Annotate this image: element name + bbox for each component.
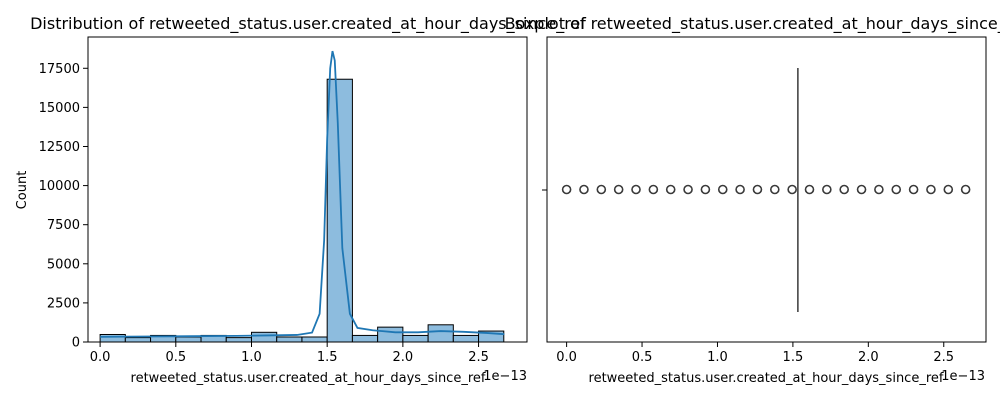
y-tick-label: 2500 — [47, 296, 80, 311]
kde-curve — [100, 50, 505, 338]
boxplot-x-label: retweeted_status.user.created_at_hour_da… — [589, 371, 944, 386]
outlier-point — [648, 184, 659, 195]
outlier-point — [631, 184, 641, 195]
x-tick-label: 2.0 — [393, 350, 414, 365]
x-tick-label: 0.5 — [165, 350, 186, 365]
boxplot-panel: Boxplot of retweeted_status.user.created… — [505, 14, 1000, 386]
y-tick-label: 7500 — [47, 218, 80, 233]
x-tick-label: 0.0 — [90, 350, 111, 365]
outlier-point — [717, 184, 728, 195]
outlier-point — [908, 184, 919, 195]
histogram-bar — [402, 334, 429, 343]
histogram-bar — [225, 337, 252, 343]
x-tick-label: 1.0 — [707, 350, 728, 365]
histogram-bar — [124, 337, 152, 343]
outlier-point — [683, 184, 693, 195]
x-tick-label: 0.5 — [632, 350, 653, 365]
y-tick-label: 17500 — [39, 62, 80, 77]
outlier-point — [874, 184, 884, 195]
histogram-title: Distribution of retweeted_status.user.cr… — [30, 14, 586, 34]
histogram-bar — [377, 326, 404, 343]
boxplot-x-ticks: 0.0 0.5 1.0 1.5 2.0 2.5 — [556, 342, 954, 365]
histogram-bar — [452, 334, 480, 343]
x-tick-label: 2.0 — [858, 350, 879, 365]
histogram-y-ticks: 0 2500 5000 7500 10000 12500 15000 17500 — [39, 62, 88, 351]
outlier-point — [943, 184, 954, 195]
y-tick-label: 10000 — [39, 179, 80, 194]
x-tick-label: 0.0 — [556, 350, 577, 365]
histogram-bar — [301, 336, 328, 343]
x-tick-label: 1.0 — [241, 350, 262, 365]
outlier-point — [856, 184, 867, 195]
x-tick-label: 1.5 — [317, 350, 338, 365]
outlier-point — [700, 184, 711, 195]
boxplot-title: Boxplot of retweeted_status.user.created… — [505, 14, 1000, 34]
outlier-point — [822, 184, 832, 195]
x-tick-label: 2.5 — [933, 350, 954, 365]
histogram-bar — [326, 78, 353, 343]
outlier-point — [596, 184, 607, 195]
y-tick-label: 0 — [72, 336, 80, 351]
histogram-x-label: retweeted_status.user.created_at_hour_da… — [131, 371, 486, 386]
outlier-point — [561, 184, 572, 195]
outlier-point — [839, 184, 849, 195]
histogram-axes-frame — [87, 36, 528, 343]
outlier-point — [665, 184, 676, 195]
histogram-bar — [276, 336, 303, 343]
y-tick-label: 5000 — [47, 257, 80, 272]
y-tick-label: 12500 — [39, 140, 80, 155]
boxplot-x-offset-text: 1e−13 — [941, 369, 985, 384]
outlier-point — [752, 184, 763, 195]
x-tick-label: 2.5 — [468, 350, 489, 365]
histogram-bar — [175, 336, 202, 343]
outlier-point — [804, 184, 815, 195]
outlier-point — [960, 184, 971, 195]
histogram-x-offset-text: 1e−13 — [483, 369, 527, 384]
histogram-bar — [427, 324, 454, 343]
boxplot-elements — [561, 68, 971, 312]
outlier-point — [769, 184, 780, 195]
histogram-bar — [250, 331, 278, 343]
x-tick-label: 1.5 — [783, 350, 804, 365]
outlier-point — [787, 184, 797, 195]
outlier-point — [891, 184, 902, 195]
outlier-point — [926, 184, 936, 195]
histogram-y-label: Count — [15, 171, 30, 210]
histogram-bar — [99, 333, 126, 343]
histogram-bar — [351, 334, 379, 343]
outlier-point — [735, 184, 745, 195]
outlier-point — [613, 184, 624, 195]
outlier-point — [579, 184, 589, 195]
histogram-x-ticks: 0.0 0.5 1.0 1.5 2.0 2.5 — [90, 342, 489, 365]
y-tick-label: 15000 — [39, 101, 80, 116]
histogram-panel: Distribution of retweeted_status.user.cr… — [15, 14, 586, 386]
